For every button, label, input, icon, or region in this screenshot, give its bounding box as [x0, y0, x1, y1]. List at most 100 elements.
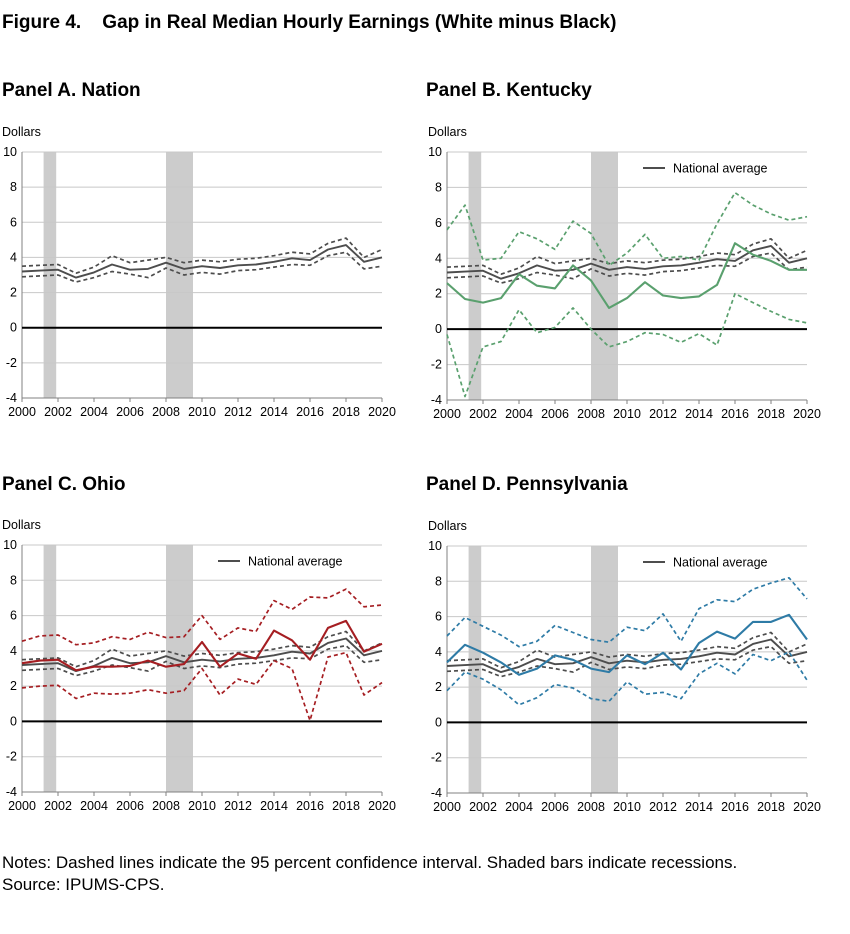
panel-c-y-tick-label: 4	[10, 644, 17, 658]
panel-b-kentucky-ci-line-5	[446, 292, 808, 398]
panel-a-x-tick-label: 2000	[8, 405, 36, 419]
panel-a-national-ci-line-2	[21, 251, 383, 283]
panel-c-x-tick-label: 2016	[296, 799, 324, 813]
panel-b-y-tick-label: -2	[431, 358, 442, 372]
panel-c-national-ci-line-2	[21, 644, 383, 677]
panel-a-x-tick-label: 2016	[296, 405, 324, 419]
panel-b-x-tick-label: 2002	[469, 407, 497, 421]
panel-a-x-tick-label: 2004	[80, 405, 108, 419]
panel-a-x-tick-label: 2018	[332, 405, 360, 419]
panel-a-x-tick-label: 2002	[44, 405, 72, 419]
panel-d-y-tick-label: 6	[435, 610, 442, 624]
panel-b-x-tick-label: 2004	[505, 407, 533, 421]
source-text: Source: IPUMS-CPS.	[2, 875, 165, 894]
notes-text: Notes: Dashed lines indicate the 95 perc…	[2, 853, 738, 872]
panel-d-y-tick-label: 8	[435, 574, 442, 588]
panel-d-national-ci-line-2	[446, 645, 808, 678]
panel-c-title: Panel C. Ohio	[2, 474, 126, 495]
panel-d-x-tick-label: 2002	[469, 800, 497, 814]
panel-a-recession-bar-1	[166, 152, 193, 398]
panel-a-y-tick-label: -2	[6, 356, 17, 370]
panel-a-recession-bar-0	[43, 152, 57, 398]
panel-d-x-tick-label: 2020	[793, 800, 821, 814]
panel-b-kentucky-ci-line-4	[446, 191, 808, 267]
panel-b-x-tick-label: 2018	[757, 407, 785, 421]
panel-d-pennsylvania-line-3	[446, 613, 808, 676]
panel-b-title: Panel B. Kentucky	[426, 80, 592, 101]
panel-b-recession-bar-1	[591, 152, 618, 400]
panel-b-x-tick-label: 2008	[577, 407, 605, 421]
panel-a-national-ci-line-1	[21, 237, 383, 275]
panel-b-x-tick-label: 2010	[613, 407, 641, 421]
panel-b-x-tick-label: 2012	[649, 407, 677, 421]
panel-b-recession-bar-0	[468, 152, 482, 400]
panel-d-y-tick-label: -2	[431, 751, 442, 765]
panel-c-x-tick-label: 2002	[44, 799, 72, 813]
panel-a-x-tick-label: 2012	[224, 405, 252, 419]
panel-d-ylabel: Dollars	[428, 519, 467, 533]
panel-c-y-tick-label: -4	[6, 785, 17, 799]
panel-b-x-tick-label: 2020	[793, 407, 821, 421]
panel-d-x-tick-label: 2004	[505, 800, 533, 814]
panel-c-y-tick-label: 0	[10, 714, 17, 728]
panel-c-x-tick-label: 2010	[188, 799, 216, 813]
panel-a-ylabel: Dollars	[2, 125, 41, 139]
panel-d-title: Panel D. Pennsylvania	[426, 474, 628, 495]
panel-a-y-tick-label: 4	[10, 250, 17, 264]
panel-a-y-tick-label: 8	[10, 180, 17, 194]
panel-c-x-tick-label: 2004	[80, 799, 108, 813]
panel-a-x-tick-label: 2010	[188, 405, 216, 419]
panel-c-legend-label: National average	[248, 555, 343, 569]
panel-c-ohio-line-3	[21, 619, 383, 672]
panel-a-y-tick-label: 2	[10, 286, 17, 300]
panel-b-x-tick-label: 2006	[541, 407, 569, 421]
panel-d-x-tick-label: 2014	[685, 800, 713, 814]
panel-d-national-line-0	[446, 638, 808, 674]
panel-c-x-tick-label: 2014	[260, 799, 288, 813]
panel-b-x-tick-label: 2016	[721, 407, 749, 421]
panel-c-ylabel: Dollars	[2, 518, 41, 532]
panel-c-x-tick-label: 2020	[368, 799, 396, 813]
panel-d-y-tick-label: -4	[431, 786, 442, 800]
panel-b-ylabel: Dollars	[428, 125, 467, 139]
panel-d-y-tick-label: 10	[428, 539, 442, 553]
panel-b-x-tick-label: 2014	[685, 407, 713, 421]
panel-d-x-tick-label: 2006	[541, 800, 569, 814]
panel-a-y-tick-label: 6	[10, 215, 17, 229]
panel-a-title: Panel A. Nation	[2, 80, 141, 101]
panel-c-ohio-ci-line-4	[21, 588, 383, 646]
panel-d-x-tick-label: 2000	[433, 800, 461, 814]
panel-c-ohio-ci-line-5	[21, 651, 383, 722]
panel-b-y-tick-label: 6	[435, 216, 442, 230]
panel-b-kentucky-line-3	[446, 242, 807, 309]
panel-c-x-tick-label: 2000	[8, 799, 36, 813]
panel-d-y-tick-label: 0	[435, 715, 442, 729]
notes-block: Notes: Dashed lines indicate the 95 perc…	[2, 852, 842, 896]
panel-d-legend-label: National average	[673, 556, 768, 570]
panel-c-recession-bar-0	[43, 545, 57, 792]
panel-d-x-tick-label: 2010	[613, 800, 641, 814]
panel-d-x-tick-label: 2018	[757, 800, 785, 814]
panel-d-pennsylvania-ci-line-5	[446, 651, 808, 706]
panel-b-y-tick-label: 10	[428, 145, 442, 159]
panel-c-y-tick-label: 10	[3, 538, 17, 552]
panel-c-x-tick-label: 2012	[224, 799, 252, 813]
panel-b-national-ci-line-2	[446, 252, 808, 284]
panel-d-recession-bar-0	[468, 546, 482, 793]
panel-a-y-tick-label: 10	[3, 145, 17, 159]
panel-d-y-tick-label: 4	[435, 645, 442, 659]
panel-a-y-tick-label: 0	[10, 321, 17, 335]
panel-a-x-tick-label: 2008	[152, 405, 180, 419]
panel-c-recession-bar-1	[166, 545, 193, 792]
panel-b-y-tick-label: 8	[435, 180, 442, 194]
panel-a-x-tick-label: 2014	[260, 405, 288, 419]
panel-b-x-tick-label: 2000	[433, 407, 461, 421]
panel-c-y-tick-label: -2	[6, 750, 17, 764]
panel-d-x-tick-label: 2008	[577, 800, 605, 814]
panel-a-x-tick-label: 2020	[368, 405, 396, 419]
panel-a-national-line-0	[21, 244, 383, 279]
